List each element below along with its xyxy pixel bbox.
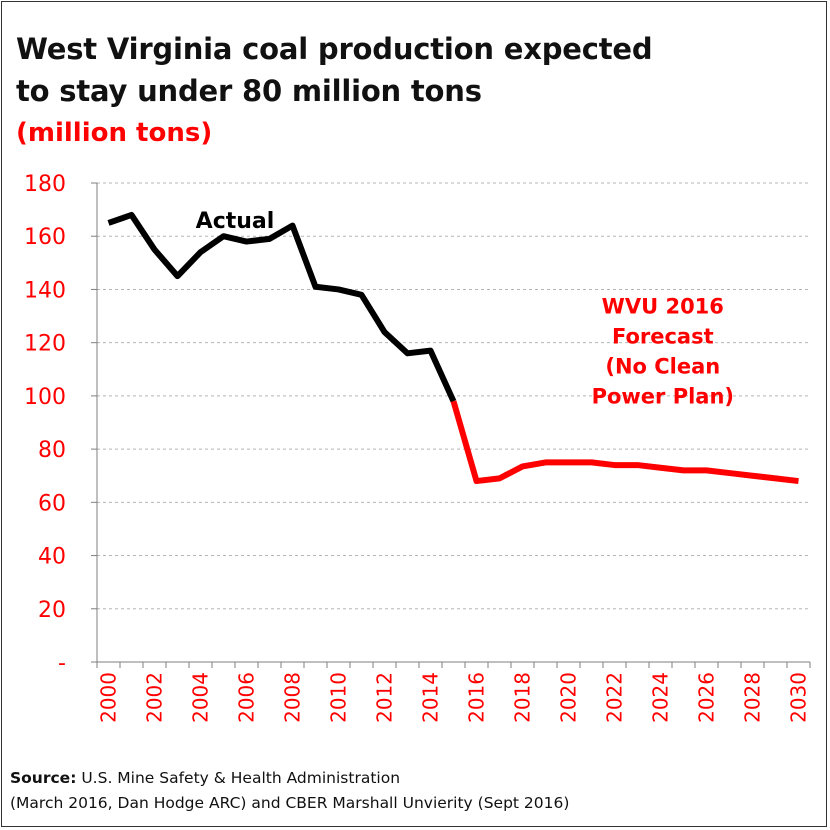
x-tick-label: 2014 — [419, 672, 443, 723]
source-label: Source: — [10, 769, 77, 787]
y-tick-label: 120 — [24, 332, 66, 357]
x-tick-label: 2002 — [143, 672, 167, 723]
y-tick-label: 160 — [24, 225, 66, 250]
x-tick-label: 2020 — [557, 672, 581, 723]
x-tick-label: 2022 — [603, 672, 627, 723]
x-tick-label: 2016 — [465, 672, 489, 723]
x-tick-label: 2024 — [649, 672, 673, 723]
x-tick-label: 2004 — [189, 672, 213, 723]
y-tick-label: 60 — [38, 491, 66, 516]
annotations: Actual WVU 2016 Forecast (No Clean Power Pla… — [196, 209, 734, 408]
y-tick-label: 40 — [38, 545, 66, 570]
x-tick-label: 2010 — [327, 672, 351, 723]
forecast-label-line: Forecast — [612, 324, 714, 348]
y-tick-label: 100 — [24, 385, 66, 410]
x-tick-label: 2030 — [787, 672, 811, 723]
x-tick-label: 2008 — [281, 672, 305, 723]
x-tick-label: 2006 — [235, 672, 259, 723]
x-tick-label: 2018 — [511, 672, 535, 723]
y-tick-label: 180 — [24, 172, 66, 197]
x-tick-label: 2026 — [695, 672, 719, 723]
forecast-label-line: (No Clean — [605, 354, 720, 378]
title-line-2: to stay under 80 million tons — [16, 74, 482, 108]
line-chart: - 20 40 60 80 100 120 140 160 180 2000 2002 2004 2006… — [24, 172, 811, 723]
y-tick-label: - — [58, 651, 66, 676]
chart-subtitle: (million tons) — [16, 118, 213, 148]
actual-series-line — [107, 211, 457, 403]
forecast-series-line — [450, 400, 799, 485]
source-line-1: Source: U.S. Mine Safety & Health Admini… — [10, 766, 569, 791]
x-tick-label: 2012 — [373, 672, 397, 723]
actual-label: Actual — [196, 209, 275, 234]
source-text-1: U.S. Mine Safety & Health Administration — [81, 769, 401, 787]
y-tick-label: 20 — [38, 598, 66, 623]
source-note: Source: U.S. Mine Safety & Health Admini… — [10, 766, 569, 816]
x-tick-label: 2028 — [741, 672, 765, 723]
x-tick-label: 2000 — [97, 672, 121, 723]
title-line-1: West Virginia coal production expected — [16, 32, 653, 66]
source-line-2: (March 2016, Dan Hodge ARC) and CBER Mar… — [10, 794, 570, 812]
forecast-label-line: WVU 2016 — [602, 294, 724, 318]
y-tick-label: 140 — [24, 278, 66, 303]
forecast-label-line: Power Plan) — [592, 384, 734, 408]
chart-title: West Virginia coal production expected t… — [16, 28, 653, 112]
axes: - 20 40 60 80 100 120 140 160 180 2000 2002 2004 2006… — [24, 172, 811, 723]
series-lines — [107, 211, 799, 485]
y-tick-label: 80 — [38, 438, 66, 463]
